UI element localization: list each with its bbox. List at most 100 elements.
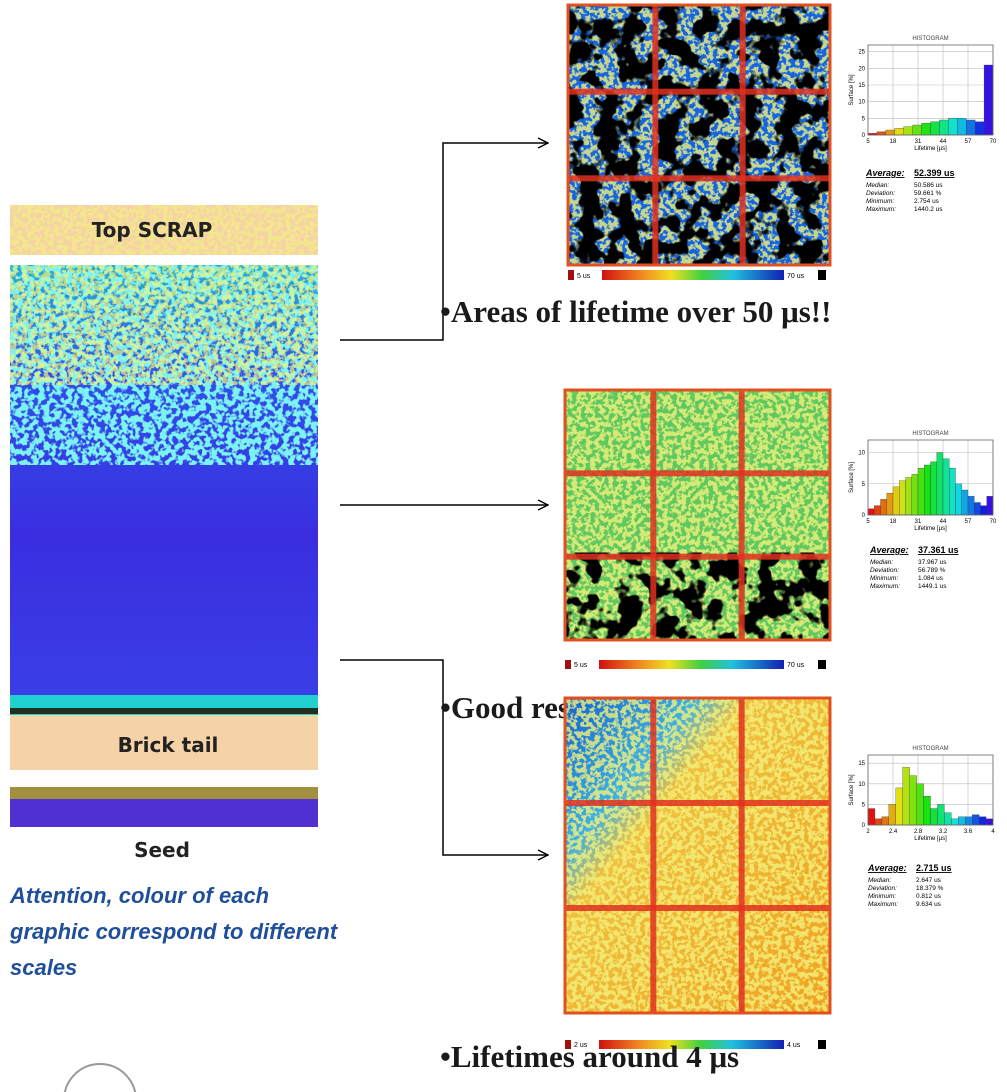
scale-max-swatch xyxy=(818,1040,826,1049)
stat-label: Minimum: xyxy=(868,893,896,900)
map-frame xyxy=(566,3,832,267)
stat-label: Deviation: xyxy=(868,885,897,892)
map-cell-border xyxy=(650,698,657,1013)
histogram-title: HISTOGRAM xyxy=(912,36,948,42)
histogram-bar xyxy=(874,818,883,826)
histogram-frame xyxy=(867,754,994,826)
histogram-bar xyxy=(961,489,969,516)
scale-min-label: 5 us xyxy=(577,273,591,280)
histogram-bar xyxy=(930,808,938,826)
stat-value: 1440.2 us xyxy=(914,206,943,213)
scale-max-swatch xyxy=(818,270,826,280)
seed-label: Seed xyxy=(134,838,190,862)
stat-value: 59.661 % xyxy=(914,190,942,197)
x-tick-label: 57 xyxy=(965,139,972,145)
histogram-bar xyxy=(930,461,937,516)
histogram-bar xyxy=(894,128,904,136)
stat-value: 56.789 % xyxy=(918,567,946,574)
map-cell-border xyxy=(650,390,657,640)
map-texture xyxy=(568,5,830,265)
histogram-bar xyxy=(881,816,889,826)
x-tick-label: 3.6 xyxy=(964,829,973,835)
logo xyxy=(63,1063,137,1092)
histogram-title: HISTOGRAM xyxy=(912,431,948,437)
stat-label: Average: xyxy=(869,545,909,555)
stat-label: Average: xyxy=(865,168,905,178)
y-tick-label: 20 xyxy=(858,66,865,72)
histogram-bar xyxy=(967,496,975,516)
y-axis-label: Surface [%] xyxy=(849,462,855,493)
caption: •Areas of lifetime over 50 μs!! xyxy=(440,294,831,329)
histogram-bar xyxy=(886,492,894,516)
scale-min-swatch xyxy=(568,270,574,280)
x-tick-label: 2 xyxy=(866,829,870,835)
y-tick-label: 25 xyxy=(858,50,865,56)
stat-label: Maximum: xyxy=(866,206,896,213)
stat-label: Median: xyxy=(868,877,891,884)
map-cell-border xyxy=(568,175,830,182)
histogram-bar xyxy=(974,502,981,516)
map-frame xyxy=(563,388,832,642)
x-tick-label: 18 xyxy=(890,519,897,525)
histogram-bar xyxy=(923,796,931,826)
x-axis-label: Lifetime [µs] xyxy=(914,146,947,152)
stat-value: 9.634 us xyxy=(916,901,942,908)
histogram-bar xyxy=(903,126,913,136)
x-tick-label: 5 xyxy=(866,519,870,525)
stat-label: Minimum: xyxy=(870,575,898,582)
stat-label: Maximum: xyxy=(868,901,898,908)
stat-value: 50.586 us xyxy=(914,182,943,189)
x-tick-label: 2.4 xyxy=(889,829,898,835)
stat-value: 37.361 us xyxy=(918,545,959,555)
histogram-bar xyxy=(874,505,881,516)
y-tick-label: 5 xyxy=(862,482,866,488)
color-scale xyxy=(599,1040,784,1049)
scale-min-swatch xyxy=(565,1040,571,1049)
map-cell-border xyxy=(738,390,745,640)
y-axis-label: Surface [%] xyxy=(849,774,855,805)
stat-value: 2.647 us xyxy=(916,877,942,884)
histogram-bar xyxy=(876,131,887,136)
scale-max-label: 70 us xyxy=(787,273,805,280)
map-frame xyxy=(563,696,832,1015)
stat-label: Maximum: xyxy=(870,583,900,590)
histogram-frame xyxy=(867,439,994,516)
scale-max-label: 4 us xyxy=(787,1042,801,1049)
histogram-bar xyxy=(958,816,966,826)
map-cell-border xyxy=(565,553,830,560)
stat-value: 1.084 us xyxy=(918,575,944,582)
histogram-bar xyxy=(939,119,949,136)
map-cell-border xyxy=(565,905,830,911)
x-tick-label: 44 xyxy=(940,519,947,525)
color-scale xyxy=(599,660,784,669)
stat-value: 1449.1 us xyxy=(918,583,947,590)
histogram-bar xyxy=(911,474,919,516)
x-tick-label: 70 xyxy=(990,139,997,145)
map-cell-border xyxy=(565,470,830,477)
histogram-bar xyxy=(986,496,994,516)
stat-label: Deviation: xyxy=(870,567,899,574)
histogram-bar xyxy=(985,818,994,826)
histogram-bar xyxy=(980,505,987,516)
histogram-bar xyxy=(880,499,887,516)
histogram-bar xyxy=(892,486,900,516)
y-tick-label: 10 xyxy=(858,782,865,788)
map-texture xyxy=(565,552,830,640)
histogram-bar xyxy=(924,464,931,516)
map-cell-border xyxy=(739,5,746,265)
histogram-bar xyxy=(966,119,976,136)
stat-value: 18.379 % xyxy=(916,885,944,892)
y-tick-label: 0 xyxy=(862,513,866,519)
histogram-bar xyxy=(895,787,903,826)
histogram-bar xyxy=(905,477,912,516)
stat-value: 0.812 us xyxy=(916,893,942,900)
histogram-bar xyxy=(867,808,876,826)
note-line: Attention, colour of each xyxy=(9,883,269,908)
map-texture xyxy=(565,698,830,1013)
x-tick-label: 3.2 xyxy=(939,829,948,835)
histogram-bar xyxy=(972,814,980,826)
histogram-bar xyxy=(916,783,924,826)
arrow xyxy=(340,143,548,341)
histogram-bar xyxy=(978,816,987,826)
